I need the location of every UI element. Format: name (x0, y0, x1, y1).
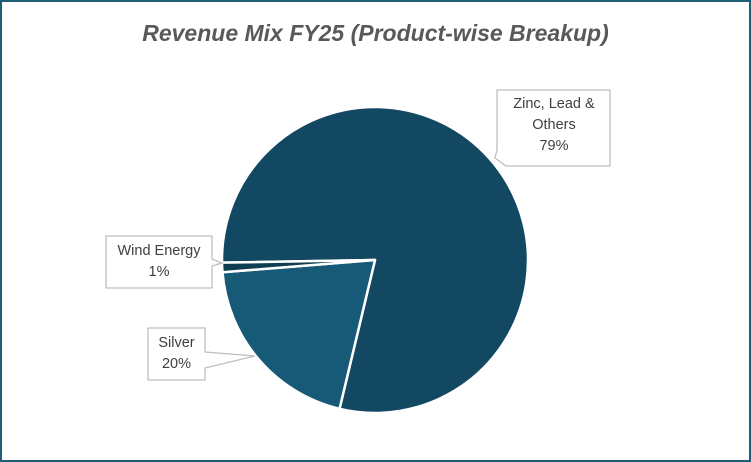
chart-title: Revenue Mix FY25 (Product-wise Breakup) (142, 20, 609, 46)
pie-slice (221, 258, 377, 411)
slices (220, 105, 530, 415)
label-value: 1% (148, 264, 170, 280)
label-name: Zinc, Lead & Others (513, 96, 595, 133)
label-name: Silver (158, 335, 195, 351)
data-label: Silver 20% (150, 333, 203, 375)
data-label: Wind Energy 1% (108, 241, 210, 283)
label-value: 79% (539, 138, 569, 154)
label-name: Wind Energy (117, 243, 201, 259)
data-label: Zinc, Lead & Others 79% (500, 94, 608, 157)
label-value: 20% (161, 356, 192, 372)
